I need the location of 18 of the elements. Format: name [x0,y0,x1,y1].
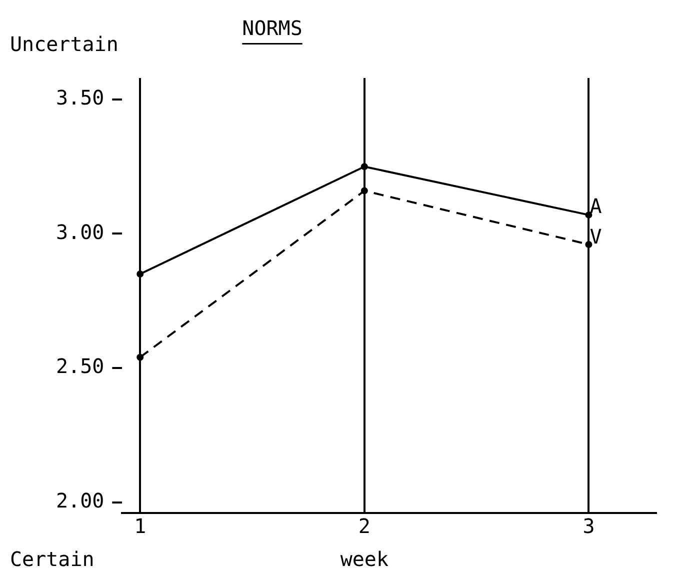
x-tick-label: 1 [134,514,146,538]
y-tick-label: 2.00 [56,488,104,512]
point [136,354,144,361]
point [360,163,368,170]
y-tick-label: 3.00 [56,220,104,244]
y-tick-label: 3.50 [56,86,104,110]
text: Uncertain [10,32,118,56]
x-axis-title: week [340,547,388,572]
series-label: A [590,194,602,218]
point [360,187,368,194]
point [585,211,592,218]
x-tick-label: 3 [582,514,595,538]
chart-title: NORMS [242,16,302,40]
y-tick-label: 2.50 [56,354,104,378]
text: Certain [10,547,94,572]
series-label: V [590,224,602,249]
x-tick-label: 2 [358,514,370,538]
point [136,270,144,278]
